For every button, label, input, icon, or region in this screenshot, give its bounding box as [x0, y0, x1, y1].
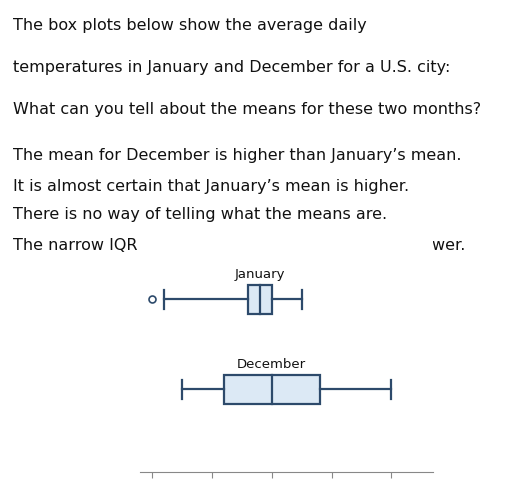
Text: The narrow IQR for January causes its mean to be lower.: The narrow IQR for January causes its me… [13, 238, 466, 253]
Bar [224, 375, 320, 404]
Text: There is no way of telling what the means are.: There is no way of telling what the mean… [13, 207, 387, 222]
Text: The mean for December is higher than January’s mean.: The mean for December is higher than Jan… [13, 148, 461, 163]
Text: The box plots below show the average daily: The box plots below show the average dai… [13, 17, 367, 32]
Text: temperatures in January and December for a U.S. city:: temperatures in January and December for… [13, 60, 450, 75]
Text: December: December [237, 357, 306, 370]
Text: What can you tell about the means for these two months?: What can you tell about the means for th… [13, 101, 481, 116]
Text: It is almost certain that January’s mean is higher.: It is almost certain that January’s mean… [13, 179, 409, 193]
Bar [248, 286, 272, 314]
Text: January: January [235, 267, 285, 280]
